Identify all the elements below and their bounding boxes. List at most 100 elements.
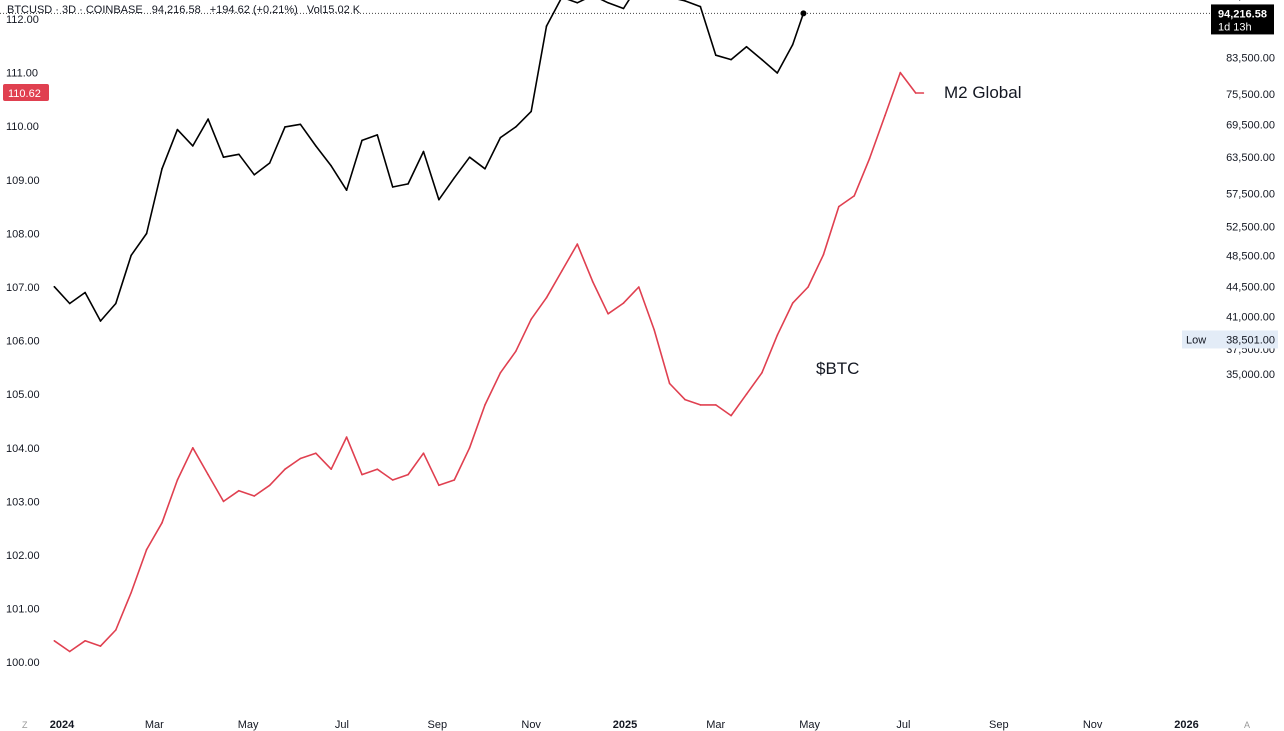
btc-point bbox=[192, 145, 194, 147]
btc-point bbox=[99, 320, 102, 322]
m2-global-point bbox=[484, 404, 486, 406]
btc-point bbox=[376, 134, 379, 136]
m2-global-point bbox=[238, 489, 240, 492]
btc-point bbox=[161, 168, 163, 170]
btc-point bbox=[715, 54, 717, 56]
btc-point bbox=[761, 58, 763, 61]
m2-global-point bbox=[576, 243, 579, 245]
m2-global-point bbox=[607, 313, 609, 315]
left-tick-label: 103.00 bbox=[6, 496, 40, 508]
m2-global-point bbox=[776, 334, 779, 337]
m2-global-point bbox=[622, 302, 625, 304]
btc-series-line bbox=[53, 0, 805, 322]
left-tick-label: 105.00 bbox=[6, 389, 40, 401]
m2-global-series-line bbox=[53, 71, 924, 653]
btc-point bbox=[407, 183, 409, 185]
m2-global-point bbox=[761, 372, 763, 374]
btc-point bbox=[468, 156, 471, 158]
left-tick-label: 108.00 bbox=[6, 228, 40, 240]
m2-global-point bbox=[222, 500, 225, 503]
m2-global-point bbox=[68, 650, 71, 653]
m2-global-point bbox=[668, 382, 671, 385]
m2-global-point bbox=[684, 398, 686, 401]
m2-global-point bbox=[653, 329, 655, 331]
btc-point bbox=[776, 72, 779, 74]
m2-global-point bbox=[330, 468, 333, 471]
m2-global-point bbox=[715, 404, 717, 406]
m2-global-point bbox=[545, 296, 548, 299]
x-tick-label: Mar bbox=[706, 719, 725, 731]
btc-point bbox=[299, 123, 302, 126]
btc-annotation: $BTC bbox=[816, 359, 859, 378]
right-tick-label: 41,000.00 bbox=[1226, 312, 1275, 324]
right-tick-label: 52,500.00 bbox=[1226, 221, 1275, 233]
m2-global-point bbox=[422, 452, 425, 455]
m2-global-point bbox=[499, 372, 502, 374]
m2-global-point bbox=[176, 479, 179, 481]
m2-current-value-box bbox=[3, 83, 49, 101]
m2-global-point bbox=[453, 479, 456, 481]
m2-global-point bbox=[914, 92, 917, 94]
m2-global-point bbox=[561, 270, 563, 272]
m2-global-point bbox=[822, 254, 825, 256]
btc-point bbox=[684, 0, 686, 2]
m2-global-point bbox=[299, 457, 302, 460]
btc-countdown: 1d 13h bbox=[1218, 21, 1252, 33]
btc-point bbox=[515, 126, 517, 128]
change-label: +194.62 (+0.21%) bbox=[209, 4, 298, 16]
btc-point bbox=[622, 7, 625, 10]
x-tick-label: May bbox=[238, 719, 259, 731]
time-axis[interactable]: 2024 Mar May Jul Sep Nov 2025 Mar May Jul Sep Nov 20… bbox=[50, 719, 1199, 731]
btc-point bbox=[699, 5, 702, 8]
m2-global-point bbox=[84, 640, 86, 642]
btc-point bbox=[607, 2, 609, 4]
m2-global-point bbox=[253, 495, 256, 497]
left-tick-label: 112.00 bbox=[6, 14, 39, 26]
x-tick-label: Sep bbox=[989, 719, 1009, 731]
btc-point bbox=[84, 291, 86, 294]
btc-point bbox=[145, 232, 148, 235]
m2-global-point bbox=[407, 473, 409, 476]
x-tick-label: 2026 bbox=[1174, 719, 1198, 731]
m2-global-point bbox=[807, 286, 809, 288]
m2-current-value-label: 110.62 bbox=[8, 88, 41, 100]
left-tick-label: 102.00 bbox=[6, 550, 40, 562]
btc-point bbox=[330, 165, 333, 167]
btc-point bbox=[545, 25, 548, 27]
right-price-axis[interactable]: 230,000.00210,000.00190,000.00170,000.00… bbox=[1220, 0, 1275, 381]
btc-current-price: 94,216.58 bbox=[1218, 8, 1267, 20]
m2-global-point bbox=[530, 318, 532, 321]
btc-point bbox=[284, 126, 286, 128]
btc-point bbox=[315, 145, 317, 147]
btc-point bbox=[576, 2, 579, 4]
symbol-label[interactable]: BTCUSD · 3D · COINBASE bbox=[7, 4, 143, 16]
m2-global-point bbox=[99, 645, 102, 647]
m2-global-point bbox=[207, 473, 209, 476]
x-tick-label: 2024 bbox=[50, 719, 75, 731]
m2-global-point bbox=[468, 447, 471, 449]
right-tick-label: 57,500.00 bbox=[1226, 188, 1275, 200]
btc-point bbox=[484, 168, 486, 170]
left-tick-label: 107.00 bbox=[6, 282, 40, 294]
x-tick-label: 2025 bbox=[613, 719, 637, 731]
btc-point bbox=[499, 136, 502, 139]
axis-markers: 110.62High109,358.01Low38,501.0094,216.5… bbox=[3, 4, 1278, 349]
btc-point bbox=[453, 177, 456, 179]
btc-point bbox=[176, 128, 179, 131]
btc-point bbox=[68, 302, 71, 305]
m2-global-point bbox=[284, 468, 286, 471]
left-tick-label: 100.00 bbox=[6, 657, 40, 669]
btc-point bbox=[745, 45, 748, 48]
left-price-axis[interactable]: 112.00 111.00 110.00 109.00 108.00 107.00 106.… bbox=[6, 14, 40, 669]
left-tick-label: 110.00 bbox=[6, 121, 39, 133]
m2-global-point bbox=[515, 350, 517, 353]
btc-point bbox=[730, 58, 732, 61]
m2-global-point bbox=[868, 157, 871, 160]
m2-global-point bbox=[591, 280, 594, 283]
m2-global-point bbox=[791, 302, 794, 304]
right-tick-label: 35,000.00 bbox=[1226, 369, 1275, 381]
right-tick-label: 48,500.00 bbox=[1226, 250, 1275, 262]
btc-point bbox=[345, 189, 348, 191]
m2-global-point bbox=[438, 484, 440, 487]
